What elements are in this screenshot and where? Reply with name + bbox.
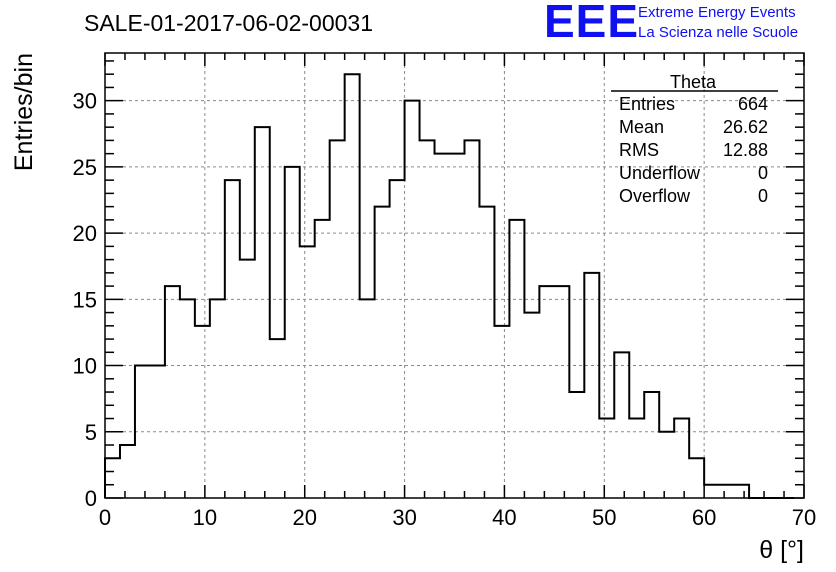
stats-title: Theta	[670, 72, 717, 92]
x-tick-label: 0	[99, 505, 111, 530]
y-tick-label: 20	[73, 221, 97, 246]
logo-line1: Extreme Energy Events	[638, 4, 796, 21]
y-tick-label: 30	[73, 89, 97, 114]
x-tick-label: 50	[592, 505, 616, 530]
stats-label-overflow: Overflow	[619, 186, 691, 206]
histogram-series	[104, 73, 795, 499]
stats-label-rms: RMS	[619, 140, 659, 160]
x-axis-title: θ [°]	[759, 536, 804, 564]
logo-line2: La Scienza nelle Scuole	[638, 24, 799, 41]
plot-frame	[104, 52, 805, 499]
stats-value-entries: 664	[738, 94, 768, 114]
y-tick-labels: 0 5 10 15 20 25 30	[73, 89, 97, 511]
x-tick-label: 10	[193, 505, 217, 530]
y-tick-label: 0	[85, 486, 97, 511]
grid	[105, 53, 804, 498]
y-tick-label: 10	[73, 354, 97, 379]
stats-label-entries: Entries	[619, 94, 675, 114]
stats-value-rms: 12.88	[723, 140, 768, 160]
stats-label-underflow: Underflow	[619, 163, 701, 183]
y-axis-title: Entries/bin	[10, 53, 38, 171]
x-tick-label: 30	[392, 505, 416, 530]
x-tick-label: 60	[692, 505, 716, 530]
y-tick-label: 15	[73, 287, 97, 312]
x-tick-label: 70	[792, 505, 816, 530]
stats-label-mean: Mean	[619, 117, 664, 137]
stats-box: Theta Entries 664 Mean 26.62 RMS 12.88 U…	[611, 72, 778, 206]
x-tick-label: 40	[492, 505, 516, 530]
stats-value-underflow: 0	[758, 163, 768, 183]
x-tick-labels: 0 10 20 30 40 50 60 70	[99, 505, 816, 530]
stats-value-overflow: 0	[758, 186, 768, 206]
x-tick-label: 20	[292, 505, 316, 530]
axis-ticks	[104, 53, 805, 499]
logo-mark: EEE	[544, 0, 640, 47]
chart-title: SALE-01-2017-06-02-00031	[84, 10, 373, 36]
eee-logo: EEE Extreme Energy Events La Scienza nel…	[544, 0, 834, 48]
y-tick-label: 25	[73, 155, 97, 180]
stats-value-mean: 26.62	[723, 117, 768, 137]
y-tick-label: 5	[85, 420, 97, 445]
